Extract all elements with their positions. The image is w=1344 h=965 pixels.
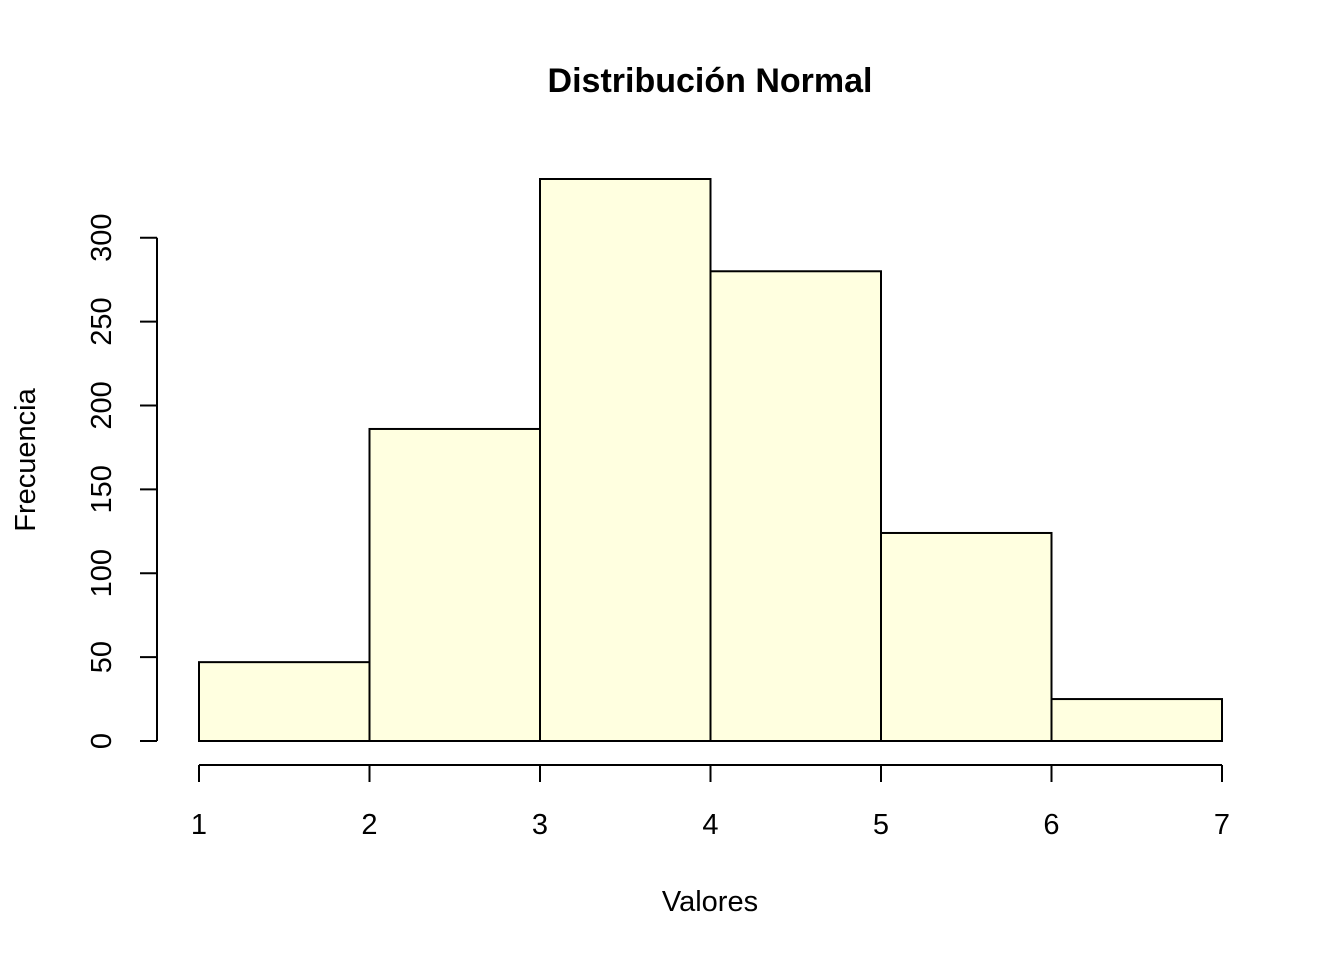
y-tick-label: 200 (86, 381, 118, 429)
histogram-bar-6 (1050, 698, 1223, 742)
histogram-bar-5 (880, 531, 1053, 743)
y-tick-label: 250 (86, 297, 118, 345)
histogram-bar-2 (368, 427, 541, 742)
bars-layer (198, 178, 1223, 743)
x-tick-label: 6 (1043, 809, 1059, 841)
x-axis-title: Valores (662, 886, 758, 918)
x-tick-label: 3 (532, 809, 548, 841)
y-tick-label: 0 (86, 733, 118, 749)
histogram-bar-1 (198, 661, 371, 742)
y-axis-title: Frecuencia (10, 387, 42, 531)
x-tick-label: 7 (1214, 809, 1230, 841)
x-tick-label: 1 (191, 809, 207, 841)
histogram-bar-4 (709, 270, 882, 742)
y-tick-label: 100 (86, 549, 118, 597)
histogram-bar-3 (539, 178, 712, 742)
x-tick-label: 2 (361, 809, 377, 841)
y-tick-label: 150 (86, 465, 118, 513)
y-axis: 0 50 100 150 200 250 300 (86, 214, 158, 749)
x-tick-label: 5 (873, 809, 889, 841)
y-tick-label: 50 (86, 641, 118, 673)
y-tick-label: 300 (86, 214, 118, 262)
x-tick-label: 4 (702, 809, 718, 841)
x-axis: 1 2 3 4 5 6 7 (191, 764, 1230, 841)
chart-title: Distribución Normal (548, 62, 873, 100)
